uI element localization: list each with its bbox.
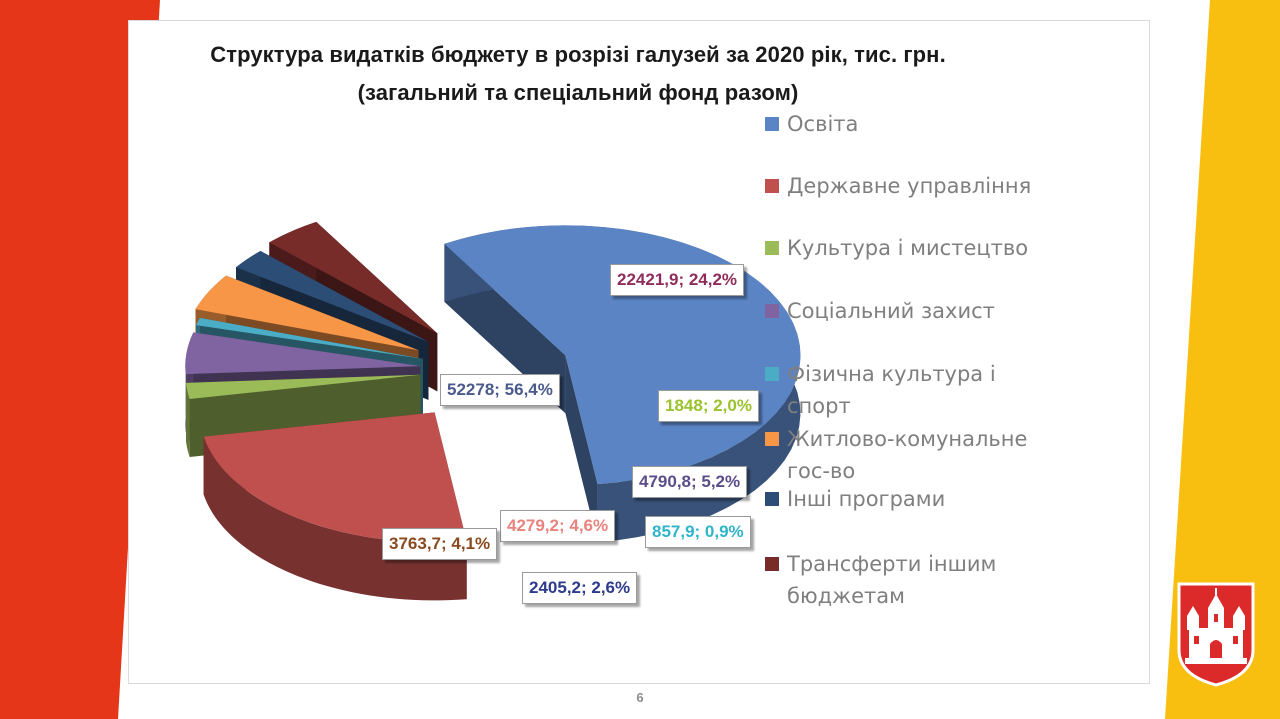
data-label: 1848; 2,0% xyxy=(658,390,759,422)
chart-subtitle: (загальний та спеціальний фонд разом) xyxy=(357,80,799,105)
legend-label: Державне управління xyxy=(787,174,1032,198)
legend-label: Інші програми xyxy=(787,487,946,511)
city-coat-of-arms-icon xyxy=(1177,582,1255,687)
right-yellow-stripe xyxy=(1165,0,1280,719)
data-label: 22421,9; 24,2% xyxy=(610,264,745,296)
data-label: 3763,7; 4,1% xyxy=(382,528,498,560)
legend-label: Соціальний захист xyxy=(787,299,995,323)
data-label: 4790,8; 5,2% xyxy=(632,466,748,498)
data-label: 2405,2; 2,6% xyxy=(522,572,638,604)
data-label: 52278; 56,4% xyxy=(440,374,560,406)
legend-item: Фізична культура і спорт xyxy=(765,358,1047,422)
legend-label: Трансферти іншим бюджетам xyxy=(787,552,997,608)
data-label: 4279,2; 4,6% xyxy=(500,510,616,542)
pie-slice xyxy=(203,412,467,601)
legend-swatch xyxy=(765,304,779,318)
legend-label: Культура і мистецтво xyxy=(787,236,1029,260)
legend-label: Фізична культура і спорт xyxy=(787,362,996,418)
legend-swatch xyxy=(765,241,779,255)
legend-item: Житлово-комунальне гос-во xyxy=(765,423,1047,487)
legend-item: Культура і мистецтво xyxy=(765,232,1047,264)
legend-swatch xyxy=(765,117,779,131)
legend-swatch xyxy=(765,557,779,571)
page-number: 6 xyxy=(636,690,644,705)
legend-label: Житлово-комунальне гос-во xyxy=(787,427,1028,483)
legend-swatch xyxy=(765,367,779,381)
legend-swatch xyxy=(765,432,779,446)
data-label: 857,9; 0,9% xyxy=(645,516,751,548)
legend-item: Освіта xyxy=(765,108,1047,140)
legend-label: Освіта xyxy=(787,112,859,136)
legend-item: Трансферти іншим бюджетам xyxy=(765,548,1047,612)
legend-swatch xyxy=(765,179,779,193)
chart-title-block: Структура видатків бюджету в розрізі гал… xyxy=(128,36,1148,112)
legend-swatch xyxy=(765,492,779,506)
chart-title: Структура видатків бюджету в розрізі гал… xyxy=(210,42,946,67)
legend-item: Державне управління xyxy=(765,170,1047,202)
legend-item: Соціальний захист xyxy=(765,295,1047,327)
legend-item: Інші програми xyxy=(765,483,1047,515)
left-red-stripe xyxy=(0,0,160,719)
